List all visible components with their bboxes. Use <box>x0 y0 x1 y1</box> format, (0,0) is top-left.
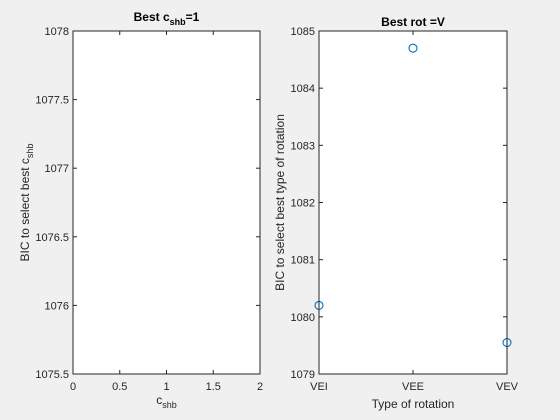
left-title-main: Best c <box>134 10 170 24</box>
left-title: Best cshb=1 <box>134 10 200 27</box>
right-y-tick-label: 1079 <box>291 369 315 381</box>
left-y-tick-label: 1076 <box>45 300 69 312</box>
right-plot-area <box>319 31 507 374</box>
left-x-tick-label: 1 <box>163 381 169 393</box>
right-y-label: BIC to select best type of rotation <box>273 114 287 291</box>
left-y-tick-label: 1078 <box>45 26 69 38</box>
right-y-tick-label: 1081 <box>291 255 315 267</box>
left-title-tail: =1 <box>186 10 200 24</box>
left-title-sub: shb <box>170 17 187 27</box>
left-x-label: cshb <box>156 393 177 410</box>
right-y-tick-label: 1082 <box>291 198 315 210</box>
right-ticks: VEI VEE VEV 1079 1080 1081 1082 1083 1084 1085 <box>291 26 519 393</box>
right-x-label: Type of rotation <box>372 397 455 411</box>
right-title: Best rot =V <box>381 15 445 29</box>
right-axes: VEI VEE VEV 1079 1080 1081 1082 1083 1084 1085 Be… <box>273 15 519 411</box>
left-axes: 0 0.5 1 1.5 21075.510761076.510771077.51078 … <box>18 10 263 410</box>
right-y-tick-label: 1085 <box>291 26 315 38</box>
left-x-label-sub: shb <box>162 400 177 410</box>
left-y-tick-label: 1077 <box>45 163 69 175</box>
right-x-tick-label: VEE <box>402 381 424 393</box>
right-x-tick-label: VEV <box>496 381 519 393</box>
left-x-tick-label: 0.5 <box>112 381 127 393</box>
left-axes-box <box>72 30 261 375</box>
left-y-tick-label: 1077.5 <box>35 95 69 107</box>
left-x-tick-label: 2 <box>257 381 263 393</box>
right-data-point <box>408 43 418 53</box>
left-y-label-main: BIC to select best c <box>18 158 32 261</box>
left-y-label: BIC to select best cshb <box>18 144 35 262</box>
left-y-label-sub: shb <box>25 144 35 159</box>
right-y-tick-label: 1084 <box>291 83 315 95</box>
right-axes-box <box>318 30 508 375</box>
left-y-tick-label: 1076.5 <box>35 232 69 244</box>
right-y-tick-label: 1083 <box>291 140 315 152</box>
right-y-tick-label: 1080 <box>291 312 315 324</box>
left-y-tick-label: 1075.5 <box>35 369 69 381</box>
right-x-tick-label: VEI <box>310 381 328 393</box>
left-plot-area <box>73 31 260 374</box>
left-x-tick-label: 1.5 <box>206 381 221 393</box>
left-x-tick-label: 0 <box>70 381 76 393</box>
left-x-label-main: c <box>156 393 162 407</box>
